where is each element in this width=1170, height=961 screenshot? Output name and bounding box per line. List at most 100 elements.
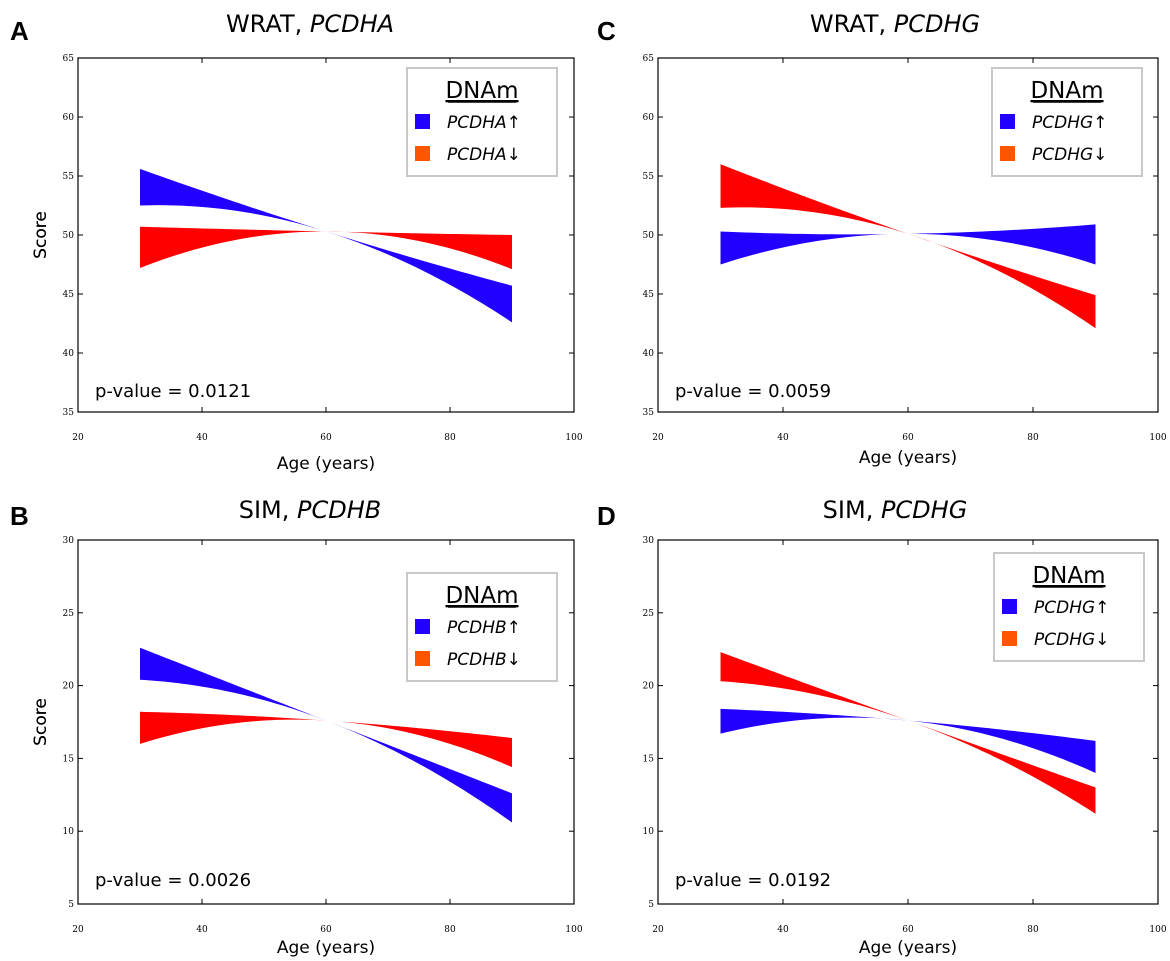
x-tick-label: 80 (1027, 433, 1039, 443)
y-tick-label: 20 (63, 682, 75, 692)
x-tick-label: 40 (777, 433, 789, 443)
x-tick-label: 80 (1027, 925, 1039, 935)
legend-item-up: PCDHG↑ (1032, 113, 1107, 133)
legend-swatch-down (415, 146, 430, 161)
legend-swatch-up (1000, 114, 1015, 129)
y-axis-label: Score (31, 211, 51, 259)
legend-box (993, 552, 1145, 662)
x-axis-label: Age (years) (859, 448, 957, 468)
x-tick-label: 80 (444, 925, 456, 935)
chart-title: WRAT, PCDHG (810, 10, 980, 38)
legend-swatch-up (415, 619, 430, 634)
panel-letter: D (597, 501, 616, 531)
panel-letter: C (597, 16, 616, 46)
y-tick-label: 45 (63, 290, 75, 300)
band-down (720, 652, 1096, 814)
x-tick-label: 100 (1149, 433, 1166, 443)
chart-title-gene: PCDHG (894, 10, 980, 38)
panel-c: C WRAT, PCDHG 20 40 60 80 100 35 40 45 50 55 60 65 Age… (31, 10, 1167, 468)
legend-title: DNAm (1032, 563, 1105, 589)
y-tick-label: 15 (643, 754, 655, 764)
chart-title-prefix: SIM, (823, 496, 881, 524)
x-axis-label: Age (years) (859, 938, 957, 958)
legend-swatch-down (1000, 146, 1015, 161)
legend-swatch-down (1002, 631, 1017, 646)
legend-swatch-up (1002, 599, 1017, 614)
y-tick-label: 50 (63, 231, 75, 241)
x-tick-label: 100 (565, 925, 582, 935)
x-tick-label: 20 (652, 433, 664, 443)
band-down (140, 226, 512, 270)
y-tick-label: 55 (643, 172, 655, 182)
y-tick-label: 35 (63, 408, 75, 418)
y-tick-label: 5 (648, 900, 654, 910)
legend-box (991, 67, 1143, 177)
x-tick-label: 60 (902, 433, 914, 443)
chart-title-gene: PCDHB (297, 496, 381, 524)
y-tick-label: 50 (643, 231, 655, 241)
y-tick-label: 35 (643, 408, 655, 418)
x-tick-label: 100 (565, 433, 582, 443)
y-tick-label: 20 (643, 682, 655, 692)
legend-item-up: PCDHB↑ (447, 618, 521, 638)
y-axis-label: Score (31, 698, 51, 746)
y-tick-label: 55 (63, 172, 75, 182)
legend-item-down: PCDHB↓ (447, 650, 521, 670)
legend-title: DNAm (445, 78, 518, 104)
y-tick-label: 65 (63, 54, 75, 64)
y-tick-label: 45 (643, 290, 655, 300)
legend-title: DNAm (445, 583, 518, 609)
x-tick-label: 40 (196, 433, 208, 443)
legend-swatch-up (415, 114, 430, 129)
legend-box (406, 572, 558, 682)
x-tick-label: 40 (777, 925, 789, 935)
legend-title: DNAm (1030, 78, 1103, 104)
y-tick-label: 60 (643, 113, 655, 123)
x-tick-label: 80 (444, 433, 456, 443)
x-tick-label: 20 (652, 925, 664, 935)
panel-letter: A (10, 16, 29, 46)
y-tick-label: 40 (63, 349, 75, 359)
chart-title-gene: PCDHA (310, 10, 394, 38)
band-down (720, 164, 1096, 329)
x-tick-label: 60 (320, 925, 332, 935)
y-tick-label: 10 (63, 827, 75, 837)
x-tick-label: 20 (72, 433, 84, 443)
p-value-annotation: p-value = 0.0026 (95, 870, 251, 891)
legend-box (406, 67, 558, 177)
x-tick-label: 20 (72, 925, 84, 935)
x-axis-label: Age (years) (277, 938, 375, 958)
chart-title-gene: PCDHG (881, 496, 967, 524)
x-tick-label: 100 (1149, 925, 1166, 935)
legend-item-up: PCDHA↑ (447, 113, 521, 133)
y-tick-label: 40 (643, 349, 655, 359)
x-axis-label: Age (years) (277, 454, 375, 474)
y-tick-label: 10 (643, 827, 655, 837)
chart-title-prefix: WRAT, (226, 10, 310, 38)
legend-item-down: PCDHG↓ (1034, 630, 1109, 650)
p-value-annotation: p-value = 0.0059 (675, 381, 831, 402)
y-tick-label: 30 (643, 536, 655, 546)
y-tick-label: 65 (643, 54, 655, 64)
legend-item-down: PCDHA↓ (447, 145, 521, 165)
y-tick-label: 60 (63, 113, 75, 123)
y-axis-label: Score (31, 211, 51, 259)
y-tick-label: 5 (68, 900, 74, 910)
chart-title: SIM, PCDHG (823, 496, 968, 524)
y-tick-label: 30 (63, 536, 75, 546)
chart-title-prefix: SIM, (239, 496, 297, 524)
band-up (140, 168, 512, 323)
p-value-annotation: p-value = 0.0121 (95, 381, 251, 402)
y-axis-label: Score (31, 698, 51, 746)
y-tick-label: 25 (643, 609, 655, 619)
y-tick-label: 25 (63, 609, 75, 619)
band-up (720, 708, 1096, 773)
panel-letter: B (10, 501, 29, 531)
band-down (140, 711, 512, 768)
legend-item-up: PCDHG↑ (1034, 598, 1109, 618)
legend-item-down: PCDHG↓ (1032, 145, 1107, 165)
y-tick-label: 15 (63, 754, 75, 764)
x-tick-label: 60 (320, 433, 332, 443)
chart-title-prefix: WRAT, (810, 10, 894, 38)
